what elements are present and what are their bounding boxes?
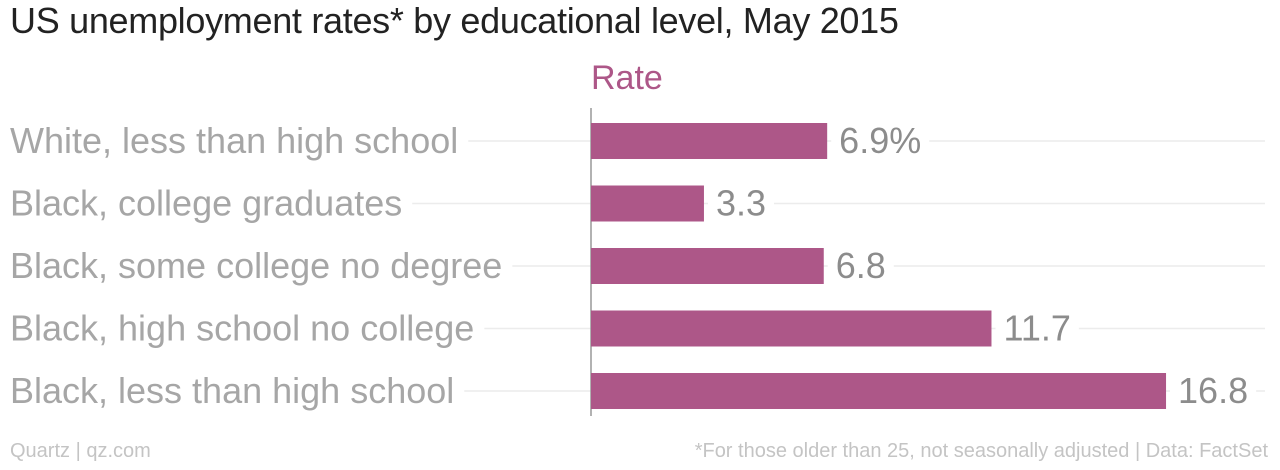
value-label: 16.8 [1178,370,1248,411]
category-labels: White, less than high school Black, colle… [10,120,502,411]
value-label-backing [831,125,930,157]
value-label-backing [995,312,1079,345]
value-labels: 6.9% 3.3 6.8 11.7 16.8 [707,120,1257,411]
value-label-backing [707,187,775,220]
category-label: Black, some college no degree [10,245,502,286]
bars [591,123,1167,409]
value-label: 3.3 [716,183,766,224]
bar [591,310,992,347]
bar [591,248,824,284]
category-label: Black, college graduates [10,183,402,224]
category-label: Black, high school no college [10,308,474,349]
bar [591,123,828,159]
bar [591,373,1167,409]
category-label: Black, less than high school [10,370,454,411]
series-label: Rate [591,59,663,97]
value-label: 6.9% [839,120,921,161]
footer-note: *For those older than 25, not seasonally… [694,440,1268,462]
bar [591,185,704,222]
category-label: White, less than high school [10,120,458,161]
value-label: 11.7 [1003,308,1070,349]
value-label: 6.8 [836,245,886,286]
value-label-backing [1170,375,1257,407]
footer-source: Quartz | qz.com [10,440,151,462]
value-label-backing [827,250,894,282]
chart-title: US unemployment rates* by educational le… [10,0,899,41]
